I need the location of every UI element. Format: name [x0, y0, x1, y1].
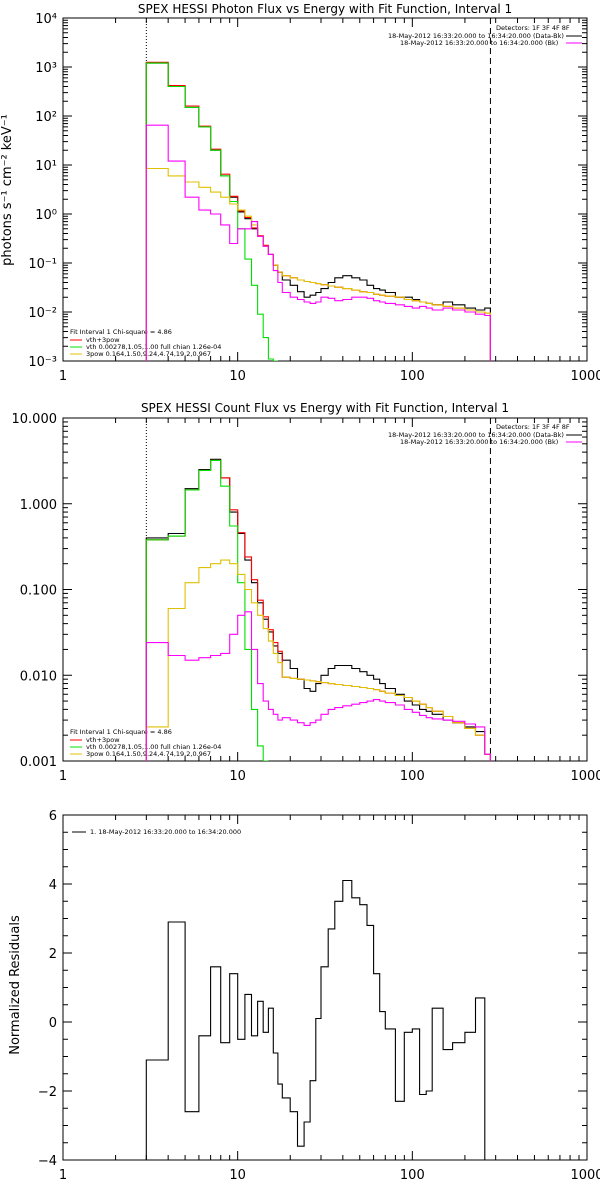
count-flux-panel: SPEX HESSI Count Flux vs Energy with Fit… — [12, 401, 600, 784]
photon-flux-panel: SPEX HESSI Photon Flux vs Energy with Fi… — [0, 2, 600, 384]
series-thermal — [145, 62, 278, 361]
legend-bottom-left: Fit Interval 1 Chi-square = 4.86 vth+3po… — [70, 328, 221, 358]
y-tick-label: 10.000 — [12, 412, 58, 427]
legend-top-left: 1. 18-May-2012 16:33:20.000 to 16:34:20.… — [72, 828, 241, 836]
plot-area — [145, 458, 491, 761]
legend-residual-interval: 1. 18-May-2012 16:33:20.000 to 16:34:20.… — [90, 828, 241, 836]
legend-fit-total: vth+3pow — [86, 736, 120, 744]
plot-area — [145, 879, 486, 1160]
x-tick-label: 1 — [59, 1168, 67, 1183]
y-tick-label: 10⁰ — [35, 208, 57, 223]
x-tick-label: 10 — [229, 1168, 246, 1183]
y-tick-label: 6 — [49, 809, 57, 824]
y-tick-label: 0.001 — [20, 755, 57, 770]
x-tick-label: 1 — [59, 769, 67, 784]
x-tick-label: 100 — [400, 369, 425, 384]
legend-top-right: Detectors: 1F 3F 4F 8F 18-May-2012 16:33… — [388, 24, 582, 47]
y-tick-label: 0.010 — [20, 669, 57, 684]
x-tick-label: 10 — [229, 769, 246, 784]
series-total — [145, 458, 491, 761]
y-tick-label: 10² — [35, 110, 57, 125]
legend-bottom-left: Fit Interval 1 Chi-square = 4.86 vth+3po… — [70, 728, 221, 758]
y-tick-label: 10⁻¹ — [28, 257, 57, 272]
y-tick-label: 1.000 — [20, 498, 57, 513]
legend-data-minus-bk: 18-May-2012 16:33:20.000 to 16:34:20.000… — [388, 431, 564, 439]
x-tick-label: 10 — [229, 369, 246, 384]
x-tick-label: 1000 — [570, 769, 600, 784]
y-tick-label: −2 — [38, 1085, 57, 1100]
legend-fit-thermal: vth 0.00278,1.05,1.00 full chian 1.26e-0… — [86, 743, 221, 751]
y-tick-label: 10³ — [35, 61, 57, 76]
legend-fit-power: 3pow 0.164,1.50,9.24,4.74,19.2,0.967 — [86, 350, 211, 358]
plot-area — [145, 61, 491, 361]
legend-fit-header: Fit Interval 1 Chi-square = 4.86 — [70, 728, 172, 736]
y-tick-label: −4 — [38, 1154, 57, 1169]
legend-detectors: Detectors: 1F 3F 4F 8F — [496, 24, 570, 32]
x-tick-label: 100 — [400, 769, 425, 784]
legend-fit-thermal: vth 0.00278,1.05,1.00 full chian 1.26e-0… — [86, 343, 221, 351]
residuals-panel: Normalized Residuals 1. 18-May-2012 16:3… — [8, 809, 600, 1183]
plot-frame — [62, 814, 588, 1161]
chart-title: SPEX HESSI Count Flux vs Energy with Fit… — [141, 401, 509, 415]
plot-frame — [62, 417, 588, 762]
legend-fit-total: vth+3pow — [86, 336, 120, 344]
chart-title: SPEX HESSI Photon Flux vs Energy with Fi… — [138, 2, 512, 16]
legend-fit-header: Fit Interval 1 Chi-square = 4.86 — [70, 328, 172, 336]
y-tick-label: 0.100 — [20, 584, 57, 599]
x-tick-label: 1000 — [570, 1168, 600, 1183]
y-tick-label: 10⁻³ — [28, 355, 57, 370]
plot-frame — [62, 17, 588, 362]
y-tick-label: 2 — [49, 947, 57, 962]
y-tick-label: 10⁻² — [28, 306, 57, 321]
y-axis-label: Normalized Residuals — [8, 915, 23, 1055]
x-tick-label: 1 — [59, 369, 67, 384]
legend-fit-power: 3pow 0.164,1.50,9.24,4.74,19.2,0.967 — [86, 750, 211, 758]
y-tick-label: 4 — [49, 878, 57, 893]
x-tick-label: 100 — [400, 1168, 425, 1183]
series-background — [145, 611, 491, 761]
legend-bk: 18-May-2012 16:33:20.000 to 16:34:20.000… — [400, 39, 558, 47]
legend-bk: 18-May-2012 16:33:20.000 to 16:34:20.000… — [400, 438, 558, 446]
x-tick-label: 1000 — [570, 369, 600, 384]
series-power — [145, 559, 491, 761]
legend-top-right: Detectors: 1F 3F 4F 8F 18-May-2012 16:33… — [388, 423, 582, 446]
series-fit — [145, 459, 491, 761]
series-background — [145, 124, 491, 361]
y-tick-label: 0 — [49, 1016, 57, 1031]
y-tick-label: 10¹ — [35, 159, 57, 174]
legend-detectors: Detectors: 1F 3F 4F 8F — [496, 423, 570, 431]
y-axis-label: photons s⁻¹ cm⁻² keV⁻¹ — [0, 114, 15, 266]
series-power — [145, 167, 491, 361]
series-total — [145, 879, 486, 1160]
legend-data-minus-bk: 18-May-2012 16:33:20.000 to 16:34:20.000… — [388, 32, 564, 40]
y-tick-label: 10⁴ — [35, 12, 57, 27]
series-thermal — [145, 459, 269, 761]
